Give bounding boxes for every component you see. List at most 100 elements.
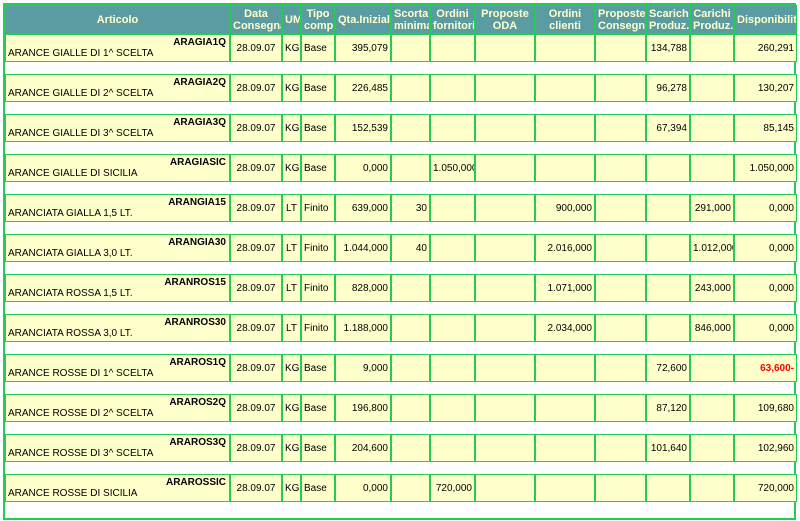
table-row[interactable]: ARAROSSIC ARANCE ROSSE DI SICILIA 28.09.07…	[5, 474, 797, 502]
cell-data-consegna: 28.09.07	[230, 234, 282, 262]
cell-data-consegna: 28.09.07	[230, 274, 282, 302]
cell-data-consegna: 28.09.07	[230, 114, 282, 142]
cell-scorta-minima: 40	[391, 234, 430, 262]
cell-articolo[interactable]: ARAROS1Q ARANCE ROSSE DI 1^ SCELTA	[5, 354, 230, 382]
cell-articolo[interactable]: ARAGIASIC ARANCE GIALLE DI SICILIA	[5, 154, 230, 182]
cell-proposte-oda	[475, 274, 535, 302]
cell-articolo[interactable]: ARANROS15 ARANCIATA ROSSA 1,5 LT.	[5, 274, 230, 302]
cell-scarichi-produz: 134,788	[646, 34, 690, 62]
cell-proposte-consegna	[595, 434, 646, 462]
col-scarichi-produz[interactable]: Scarichi Produz.	[646, 5, 690, 34]
cell-ordini-clienti	[535, 114, 595, 142]
cell-proposte-oda	[475, 114, 535, 142]
cell-carichi-produz	[690, 354, 734, 382]
spacer-cell	[5, 62, 797, 74]
cell-articolo[interactable]: ARAROS2Q ARANCE ROSSE DI 2^ SCELTA	[5, 394, 230, 422]
col-scorta-minima[interactable]: Scorta minima	[391, 5, 430, 34]
cell-scarichi-produz	[646, 274, 690, 302]
article-code: ARAGIA3Q	[173, 117, 226, 128]
cell-scorta-minima	[391, 354, 430, 382]
col-tipo-comp[interactable]: Tipo comp.	[301, 5, 335, 34]
cell-proposte-oda	[475, 74, 535, 102]
row-spacer	[5, 142, 797, 154]
article-description: ARANCE GIALLE DI 3^ SCELTA	[8, 128, 154, 139]
table-row[interactable]: ARAROS3Q ARANCE ROSSE DI 3^ SCELTA 28.09.0…	[5, 434, 797, 462]
col-disponibilita[interactable]: Disponibilità	[734, 5, 797, 34]
cell-ordini-clienti	[535, 154, 595, 182]
cell-ordini-clienti	[535, 434, 595, 462]
cell-data-consegna: 28.09.07	[230, 194, 282, 222]
table-row[interactable]: ARAROS2Q ARANCE ROSSE DI 2^ SCELTA 28.09.0…	[5, 394, 797, 422]
table-row[interactable]: ARAGIA2Q ARANCE GIALLE DI 2^ SCELTA 28.09.…	[5, 74, 797, 102]
cell-disponibilita: 130,207	[734, 74, 797, 102]
cell-disponibilita: 0,000	[734, 234, 797, 262]
table-row[interactable]: ARAGIA1Q ARANCE GIALLE DI 1^ SCELTA 28.09.…	[5, 34, 797, 62]
col-carichi-produz[interactable]: Carichi Produz.	[690, 5, 734, 34]
cell-articolo[interactable]: ARANGIA15 ARANCIATA GIALLA 1,5 LT.	[5, 194, 230, 222]
col-um[interactable]: UM	[282, 5, 301, 34]
article-description: ARANCE ROSSE DI 3^ SCELTA	[8, 448, 154, 459]
col-data-consegna[interactable]: Data Consegna	[230, 5, 282, 34]
article-description: ARANCE ROSSE DI SICILIA	[8, 488, 138, 499]
cell-scarichi-produz: 67,394	[646, 114, 690, 142]
cell-articolo[interactable]: ARAGIA1Q ARANCE GIALLE DI 1^ SCELTA	[5, 34, 230, 62]
table-row[interactable]: ARANROS30 ARANCIATA ROSSA 3,0 LT. 28.09.07…	[5, 314, 797, 342]
cell-qta-iniziale: 204,600	[335, 434, 391, 462]
cell-disponibilita: 1.050,000	[734, 154, 797, 182]
row-spacer	[5, 422, 797, 434]
cell-articolo[interactable]: ARAGIA2Q ARANCE GIALLE DI 2^ SCELTA	[5, 74, 230, 102]
cell-ordini-clienti: 1.071,000	[535, 274, 595, 302]
table-row[interactable]: ARAROS1Q ARANCE ROSSE DI 1^ SCELTA 28.09.0…	[5, 354, 797, 382]
cell-ordini-clienti: 2.034,000	[535, 314, 595, 342]
cell-scorta-minima	[391, 74, 430, 102]
cell-articolo[interactable]: ARANROS30 ARANCIATA ROSSA 3,0 LT.	[5, 314, 230, 342]
col-proposte-consegna[interactable]: Proposte Consegna	[595, 5, 646, 34]
cell-disponibilita: 85,145	[734, 114, 797, 142]
table-row[interactable]: ARAGIASIC ARANCE GIALLE DI SICILIA 28.09.0…	[5, 154, 797, 182]
cell-tipo-comp: Base	[301, 434, 335, 462]
cell-proposte-consegna	[595, 114, 646, 142]
col-ordini-fornitori[interactable]: Ordini fornitori	[430, 5, 475, 34]
table-row[interactable]: ARANROS15 ARANCIATA ROSSA 1,5 LT. 28.09.07…	[5, 274, 797, 302]
col-qta-iniziale[interactable]: Qta.Iniziale	[335, 5, 391, 34]
cell-carichi-produz	[690, 474, 734, 502]
cell-qta-iniziale: 0,000	[335, 474, 391, 502]
article-code: ARAGIASIC	[169, 157, 226, 168]
cell-scorta-minima	[391, 114, 430, 142]
spacer-cell	[5, 342, 797, 354]
row-spacer	[5, 302, 797, 314]
cell-articolo[interactable]: ARAROSSIC ARANCE ROSSE DI SICILIA	[5, 474, 230, 502]
cell-um: KG	[282, 74, 301, 102]
cell-proposte-oda	[475, 234, 535, 262]
col-ordini-clienti[interactable]: Ordini clienti	[535, 5, 595, 34]
row-spacer	[5, 462, 797, 474]
cell-articolo[interactable]: ARANGIA30 ARANCIATA GIALLA 3,0 LT.	[5, 234, 230, 262]
cell-um: KG	[282, 354, 301, 382]
col-proposte-oda[interactable]: Proposte ODA	[475, 5, 535, 34]
cell-data-consegna: 28.09.07	[230, 474, 282, 502]
cell-scarichi-produz: 87,120	[646, 394, 690, 422]
cell-ordini-fornitori	[430, 74, 475, 102]
cell-qta-iniziale: 1.188,000	[335, 314, 391, 342]
article-code: ARANGIA30	[168, 237, 226, 248]
table-row[interactable]: ARAGIA3Q ARANCE GIALLE DI 3^ SCELTA 28.09.…	[5, 114, 797, 142]
cell-articolo[interactable]: ARAROS3Q ARANCE ROSSE DI 3^ SCELTA	[5, 434, 230, 462]
cell-tipo-comp: Base	[301, 354, 335, 382]
row-spacer	[5, 62, 797, 74]
article-code: ARAROSSIC	[165, 477, 226, 488]
spacer-cell	[5, 102, 797, 114]
cell-ordini-fornitori	[430, 314, 475, 342]
cell-scarichi-produz: 72,600	[646, 354, 690, 382]
table-row[interactable]: ARANGIA15 ARANCIATA GIALLA 1,5 LT. 28.09.0…	[5, 194, 797, 222]
cell-articolo[interactable]: ARAGIA3Q ARANCE GIALLE DI 3^ SCELTA	[5, 114, 230, 142]
cell-tipo-comp: Base	[301, 154, 335, 182]
col-articolo[interactable]: Articolo	[5, 5, 230, 34]
row-spacer	[5, 102, 797, 114]
cell-proposte-consegna	[595, 314, 646, 342]
table-row[interactable]: ARANGIA30 ARANCIATA GIALLA 3,0 LT. 28.09.0…	[5, 234, 797, 262]
cell-carichi-produz: 291,000	[690, 194, 734, 222]
cell-data-consegna: 28.09.07	[230, 34, 282, 62]
article-description: ARANCIATA ROSSA 1,5 LT.	[8, 288, 133, 299]
availability-table: Articolo Data Consegna UM Tipo comp. Qta…	[5, 5, 797, 502]
cell-proposte-oda	[475, 194, 535, 222]
